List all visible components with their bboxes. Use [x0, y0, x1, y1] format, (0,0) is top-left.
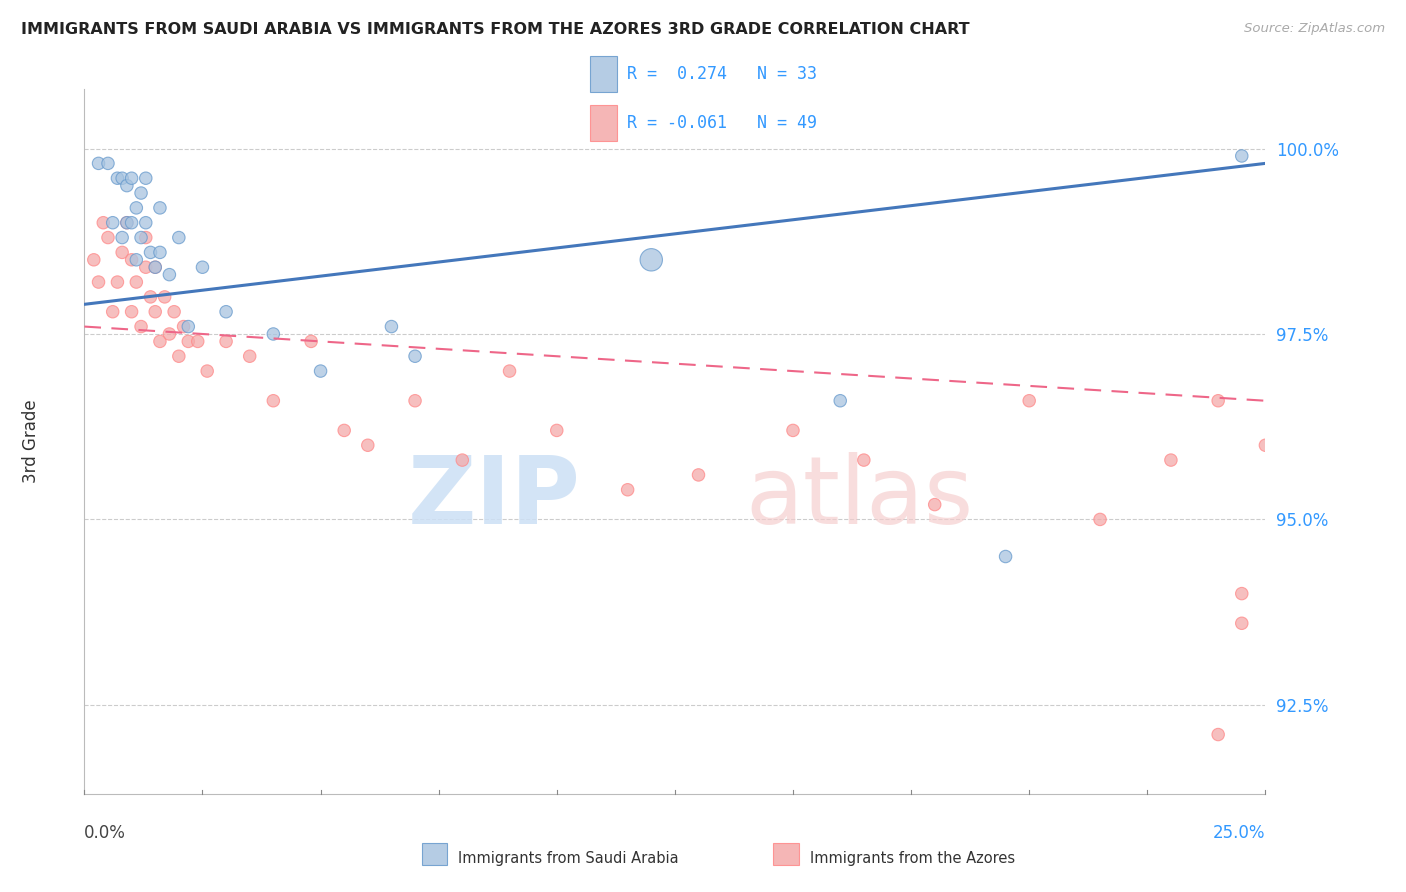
Point	[333, 424, 356, 438]
Point	[357, 438, 380, 452]
Point	[195, 364, 218, 378]
Text: 3rd Grade: 3rd Grade	[22, 400, 41, 483]
Point	[167, 349, 190, 363]
Point	[107, 171, 129, 186]
Point	[187, 334, 209, 349]
Point	[380, 319, 402, 334]
Text: 0.0%: 0.0%	[84, 823, 127, 841]
Point	[115, 178, 138, 193]
Point	[163, 304, 186, 318]
Point	[121, 304, 143, 318]
Point	[101, 304, 124, 318]
Point	[1230, 149, 1253, 163]
Point	[149, 201, 172, 215]
Point	[97, 230, 120, 244]
Point	[121, 171, 143, 186]
Point	[177, 319, 200, 334]
Point	[97, 156, 120, 170]
Point	[404, 349, 426, 363]
Point	[115, 216, 138, 230]
Point	[135, 171, 157, 186]
Point	[125, 252, 148, 267]
Text: atlas: atlas	[745, 452, 974, 544]
Point	[177, 334, 200, 349]
Point	[121, 216, 143, 230]
Point	[1230, 586, 1253, 600]
Point	[125, 275, 148, 289]
Point	[139, 290, 162, 304]
Point	[262, 393, 284, 408]
Point	[239, 349, 262, 363]
Point	[994, 549, 1017, 564]
Text: R = -0.061   N = 49: R = -0.061 N = 49	[627, 114, 817, 132]
Text: Source: ZipAtlas.com: Source: ZipAtlas.com	[1244, 22, 1385, 36]
Point	[129, 186, 152, 200]
Point	[125, 201, 148, 215]
Point	[1088, 512, 1111, 526]
Point	[830, 393, 852, 408]
Point	[498, 364, 520, 378]
Point	[215, 304, 238, 318]
Point	[111, 230, 134, 244]
Point	[924, 498, 946, 512]
Point	[1230, 616, 1253, 631]
Point	[782, 424, 804, 438]
Point	[107, 275, 129, 289]
Point	[153, 290, 176, 304]
Point	[87, 275, 110, 289]
Point	[87, 156, 110, 170]
Point	[191, 260, 214, 275]
Point	[143, 260, 166, 275]
Point	[299, 334, 322, 349]
Point	[404, 393, 426, 408]
Point	[115, 216, 138, 230]
Bar	[591, 105, 617, 141]
Text: IMMIGRANTS FROM SAUDI ARABIA VS IMMIGRANTS FROM THE AZORES 3RD GRADE CORRELATION: IMMIGRANTS FROM SAUDI ARABIA VS IMMIGRAN…	[21, 22, 970, 37]
Point	[1206, 727, 1229, 741]
Point	[149, 245, 172, 260]
Point	[101, 216, 124, 230]
Point	[135, 230, 157, 244]
Point	[167, 230, 190, 244]
Point	[111, 171, 134, 186]
Point	[83, 252, 105, 267]
Point	[143, 260, 166, 275]
Bar	[591, 56, 617, 92]
Point	[157, 268, 180, 282]
Text: Immigrants from the Azores: Immigrants from the Azores	[810, 851, 1015, 865]
Text: 25.0%: 25.0%	[1213, 823, 1265, 841]
Point	[616, 483, 638, 497]
Point	[129, 230, 152, 244]
Point	[262, 326, 284, 341]
Point	[546, 424, 568, 438]
Point	[1018, 393, 1040, 408]
Point	[1206, 393, 1229, 408]
Point	[157, 326, 180, 341]
Point	[1160, 453, 1182, 467]
Point	[139, 245, 162, 260]
Point	[121, 252, 143, 267]
Point	[215, 334, 238, 349]
Point	[640, 252, 662, 267]
Text: ZIP: ZIP	[408, 452, 581, 544]
Point	[688, 467, 710, 482]
Point	[309, 364, 332, 378]
Point	[451, 453, 474, 467]
Point	[1254, 438, 1277, 452]
Point	[111, 245, 134, 260]
Text: R =  0.274   N = 33: R = 0.274 N = 33	[627, 65, 817, 83]
Point	[149, 334, 172, 349]
Point	[852, 453, 875, 467]
Point	[135, 260, 157, 275]
Point	[91, 216, 114, 230]
Point	[173, 319, 195, 334]
Point	[143, 304, 166, 318]
Point	[129, 319, 152, 334]
Text: Immigrants from Saudi Arabia: Immigrants from Saudi Arabia	[458, 851, 679, 865]
Point	[135, 216, 157, 230]
